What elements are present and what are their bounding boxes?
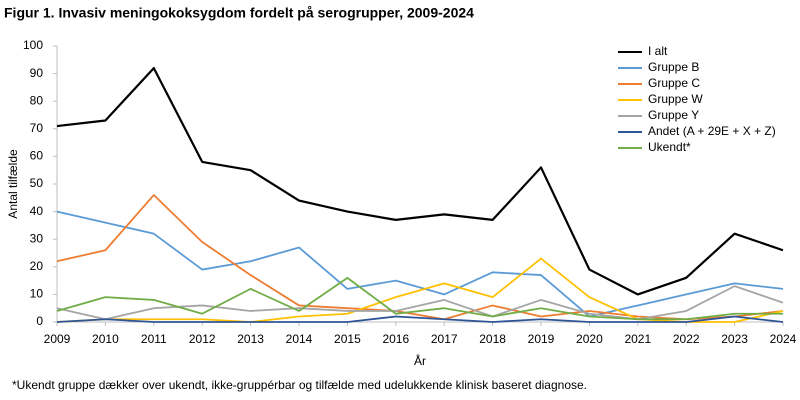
x-tick-label: 2016	[382, 332, 409, 346]
x-tick-label: 2024	[770, 332, 797, 346]
y-tick-label: 20	[30, 259, 44, 273]
legend-label: Gruppe W	[648, 92, 703, 106]
legend-label: Andet (A + 29E + X + Z)	[648, 124, 776, 138]
x-tick-label: 2021	[624, 332, 651, 346]
series-line	[56, 194, 784, 321]
y-tick-label: 10	[30, 287, 44, 301]
series-line	[56, 315, 784, 323]
x-tick-label: 2011	[141, 332, 167, 346]
y-tick-label: 40	[30, 204, 44, 218]
y-tick-label: 70	[30, 121, 44, 135]
legend-label: Gruppe B	[648, 60, 699, 74]
x-tick-label: 2009	[44, 332, 71, 346]
x-tick-label: 2020	[576, 332, 603, 346]
y-tick-label: 100	[23, 38, 43, 52]
y-tick-label: 30	[30, 231, 44, 245]
x-tick-label: 2018	[479, 332, 506, 346]
x-axis-label: År	[414, 353, 426, 368]
x-tick-label: 2012	[189, 332, 216, 346]
y-tick-label: 60	[30, 149, 44, 163]
legend-label: I alt	[648, 44, 668, 58]
series-line	[56, 276, 783, 321]
footnote: *Ukendt gruppe dækker over ukendt, ikke-…	[12, 378, 587, 392]
x-tick-label: 2019	[528, 332, 555, 346]
x-tick-label: 2013	[237, 332, 264, 346]
legend-label: Ukendt*	[648, 140, 691, 154]
x-tick-label: 2022	[673, 332, 700, 346]
y-axis-label: Antal tilfælde	[6, 149, 20, 219]
series-line	[56, 210, 784, 318]
x-tick-label: 2023	[721, 332, 748, 346]
y-tick-label: 50	[30, 176, 44, 190]
x-tick-label: 2017	[431, 332, 458, 346]
y-tick-label: 0	[36, 314, 43, 328]
y-tick-label: 80	[30, 93, 44, 107]
x-tick-label: 2014	[286, 332, 313, 346]
chart-title: Figur 1. Invasiv meningokoksygdom fordel…	[4, 5, 474, 21]
x-tick-label: 2010	[92, 332, 119, 346]
legend-label: Gruppe Y	[648, 108, 699, 122]
series-line	[56, 257, 784, 323]
series-line	[56, 66, 784, 296]
y-tick-label: 90	[30, 66, 44, 80]
legend-label: Gruppe C	[648, 76, 700, 90]
x-tick-label: 2015	[334, 332, 361, 346]
